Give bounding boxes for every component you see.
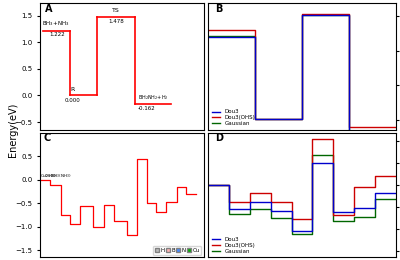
Text: TS: TS bbox=[112, 8, 120, 13]
Text: R: R bbox=[71, 87, 75, 92]
Text: BH$_3$+NH$_3$: BH$_3$+NH$_3$ bbox=[42, 20, 70, 28]
Legend: H, B, N, Cu: H, B, N, Cu bbox=[153, 246, 201, 255]
Text: -0.162: -0.162 bbox=[138, 106, 156, 111]
Text: 0.000: 0.000 bbox=[65, 98, 81, 103]
Text: A: A bbox=[45, 4, 52, 14]
Text: D: D bbox=[216, 133, 224, 143]
Text: Energy(eV): Energy(eV) bbox=[8, 103, 18, 157]
Text: 0.000: 0.000 bbox=[45, 174, 56, 178]
Text: 1.478: 1.478 bbox=[108, 19, 124, 24]
Legend: Dou3, Dou3(OHS), Gaussian: Dou3, Dou3(OHS), Gaussian bbox=[211, 236, 256, 255]
Text: Cu$_2$+BH$_3$(NH$_3$): Cu$_2$+BH$_3$(NH$_3$) bbox=[40, 172, 72, 180]
Text: B: B bbox=[216, 4, 223, 14]
Legend: Dou3, Dou3(OHS), Gaussian: Dou3, Dou3(OHS), Gaussian bbox=[211, 108, 256, 127]
Text: 1.222: 1.222 bbox=[49, 32, 65, 37]
Text: BH$_2$NH$_2$+H$_2$: BH$_2$NH$_2$+H$_2$ bbox=[138, 93, 169, 102]
Text: C: C bbox=[43, 133, 50, 143]
